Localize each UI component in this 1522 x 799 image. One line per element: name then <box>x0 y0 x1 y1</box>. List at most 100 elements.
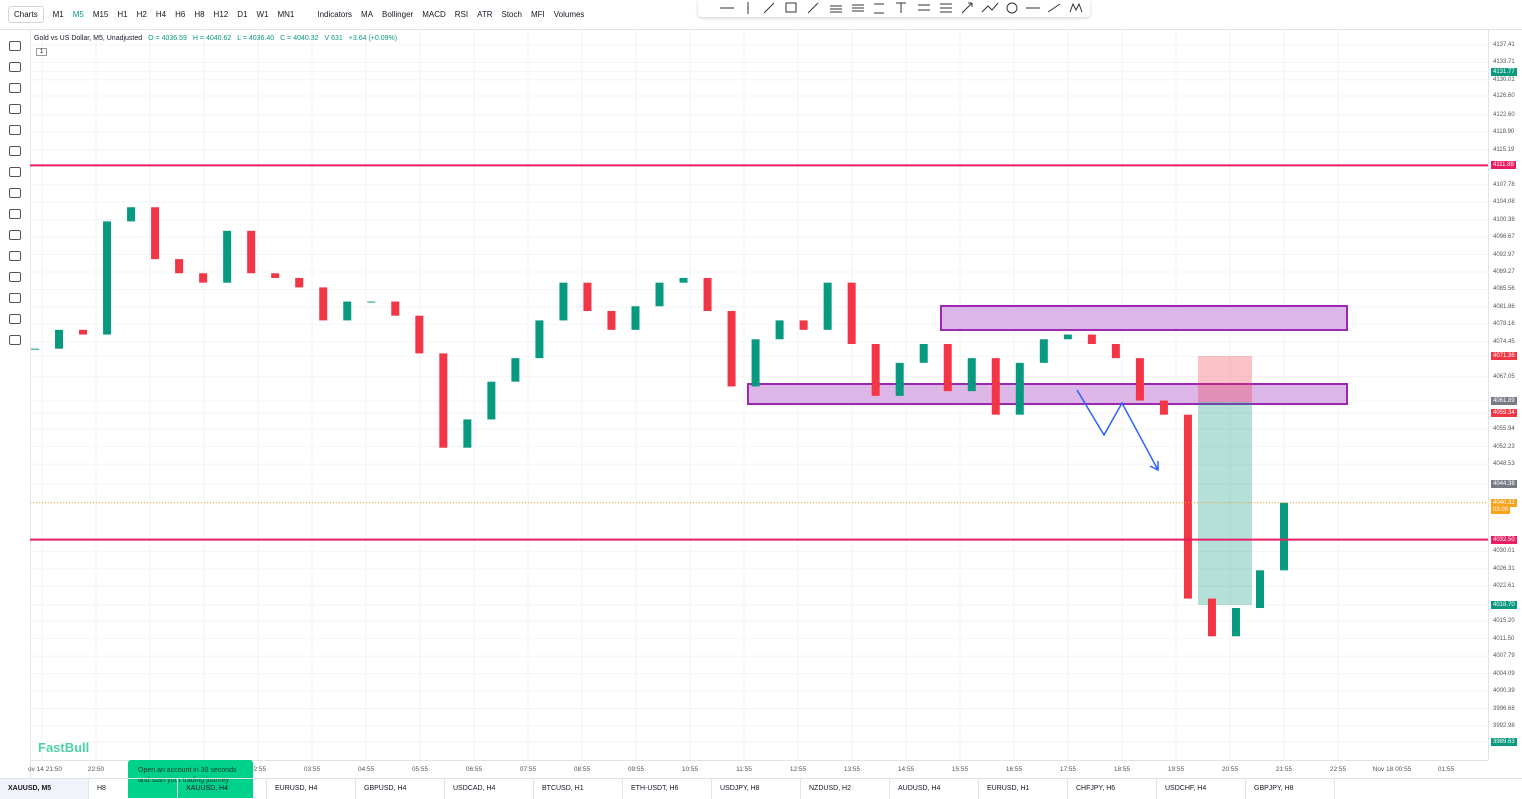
tool-icon[interactable] <box>9 167 21 177</box>
timeframe[interactable]: H1 <box>117 10 128 19</box>
tool-icon[interactable] <box>9 188 21 198</box>
close: C = 4040.32 <box>280 35 319 42</box>
volume: V 631 <box>324 35 343 42</box>
price-label: 4067.05 <box>1493 373 1515 380</box>
tool-icon[interactable] <box>9 209 21 219</box>
indicator[interactable]: MFI <box>530 10 545 19</box>
time-label: 16:55 <box>1005 766 1023 773</box>
timeframe[interactable]: H12 <box>213 10 229 19</box>
candle <box>103 221 112 335</box>
time-label: 17:55 <box>1059 766 1077 773</box>
tool-icon[interactable] <box>9 146 21 156</box>
candle <box>391 301 400 316</box>
time-label: 18:55 <box>1113 766 1131 773</box>
drawing-tools <box>720 2 1083 14</box>
tab[interactable]: EURUSD, H4 <box>267 779 356 799</box>
price-label: 4107.78 <box>1493 181 1515 188</box>
indicator[interactable]: ATR <box>477 10 493 19</box>
indicator[interactable]: MACD <box>422 10 446 19</box>
tool-icon[interactable] <box>9 314 21 324</box>
charts-button[interactable]: Charts <box>8 6 44 23</box>
candle <box>943 343 952 392</box>
tab[interactable]: AUDUSD, H4 <box>890 779 979 799</box>
indicator[interactable]: Bollinger <box>382 10 414 19</box>
indicator[interactable]: Volumes <box>553 10 585 19</box>
timeframe[interactable]: H8 <box>194 10 205 19</box>
time-label: 02:55 <box>249 766 267 773</box>
timeframe[interactable]: M5 <box>72 10 84 19</box>
time-label: ov 14 21:50 <box>28 766 62 773</box>
tab[interactable]: USDJPY, H8 <box>712 779 801 799</box>
candle <box>871 343 880 396</box>
tool-icon[interactable] <box>9 230 21 240</box>
tool-icon[interactable] <box>9 41 21 51</box>
candle <box>727 310 736 387</box>
time-label: 04:55 <box>357 766 375 773</box>
price-label: 4089.27 <box>1493 268 1515 275</box>
candle <box>1280 502 1288 571</box>
promo-banner[interactable]: Open an account in 30 seconds and start … <box>128 760 253 798</box>
tab[interactable]: USDCHF, H4 <box>1157 779 1246 799</box>
price-label: 4032.50 <box>1491 535 1517 544</box>
tab[interactable]: NZDUSD, H2 <box>801 779 890 799</box>
timeframe[interactable]: H2 <box>136 10 147 19</box>
candle <box>679 277 688 283</box>
tool-icon[interactable] <box>9 83 21 93</box>
candle <box>79 329 88 335</box>
candle <box>847 282 856 344</box>
timeframe[interactable]: M1 <box>52 10 64 19</box>
candle <box>967 358 976 392</box>
timeframe[interactable]: H4 <box>155 10 167 19</box>
tab[interactable]: GBPJPY, H8 <box>1246 779 1335 799</box>
indicator[interactable]: RSI <box>454 10 469 19</box>
candle <box>319 287 328 321</box>
time-label: 14:55 <box>897 766 915 773</box>
tool-icon[interactable] <box>9 104 21 114</box>
time-label: 20:55 <box>1221 766 1239 773</box>
price-label: 4092.97 <box>1493 251 1515 258</box>
tab[interactable]: CHFJPY, H6 <box>1068 779 1157 799</box>
price-label: 4048.53 <box>1493 461 1515 468</box>
candle <box>487 381 496 420</box>
timeframe[interactable]: H6 <box>175 10 186 19</box>
tab[interactable]: XAUUSD, H4 <box>178 779 267 799</box>
price-label: 4074.45 <box>1493 338 1515 345</box>
tab[interactable]: EURUSD, H1 <box>979 779 1068 799</box>
timeframe[interactable]: M15 <box>92 10 109 19</box>
tab[interactable]: BTCUSD, H1 <box>534 779 623 799</box>
candle <box>463 419 472 448</box>
candle <box>775 320 784 340</box>
watermark: FastBull <box>38 740 90 755</box>
tab[interactable]: USDCAD, H4 <box>445 779 534 799</box>
time-label: Nov 18 00:55 <box>1372 766 1412 773</box>
timeframe[interactable]: MN1 <box>277 10 295 19</box>
timeframe[interactable]: D1 <box>237 10 248 19</box>
badge[interactable]: 1 <box>36 48 48 56</box>
price-label: 4096.67 <box>1493 234 1515 241</box>
tab[interactable]: H8 <box>89 779 178 799</box>
time-label: 22:50 <box>87 766 105 773</box>
tab[interactable]: ETH-USDT, H6 <box>623 779 712 799</box>
indicators-button[interactable]: Indicators <box>317 10 353 19</box>
time-label: 19:55 <box>1167 766 1185 773</box>
tool-icon[interactable] <box>9 62 21 72</box>
tool-icon[interactable] <box>9 125 21 135</box>
candle <box>1135 358 1144 401</box>
timeframe[interactable]: W1 <box>256 10 269 19</box>
candle <box>31 348 39 350</box>
tool-icon[interactable] <box>9 293 21 303</box>
candle <box>1039 339 1048 363</box>
tool-icon[interactable] <box>9 251 21 261</box>
tab[interactable]: GBPUSD, H4 <box>356 779 445 799</box>
tool-icon[interactable] <box>9 272 21 282</box>
indicator[interactable]: MA <box>361 10 374 19</box>
price-label: 4011.50 <box>1493 635 1515 642</box>
candle <box>175 259 184 274</box>
candle <box>511 358 520 382</box>
indicator[interactable]: Stoch <box>501 10 522 19</box>
candle <box>199 273 208 283</box>
projection-arrow <box>1076 389 1159 472</box>
tab[interactable]: XAUUSD, M5 <box>0 779 89 799</box>
tool-icon[interactable] <box>9 335 21 345</box>
price-label: 4015.20 <box>1493 618 1515 625</box>
